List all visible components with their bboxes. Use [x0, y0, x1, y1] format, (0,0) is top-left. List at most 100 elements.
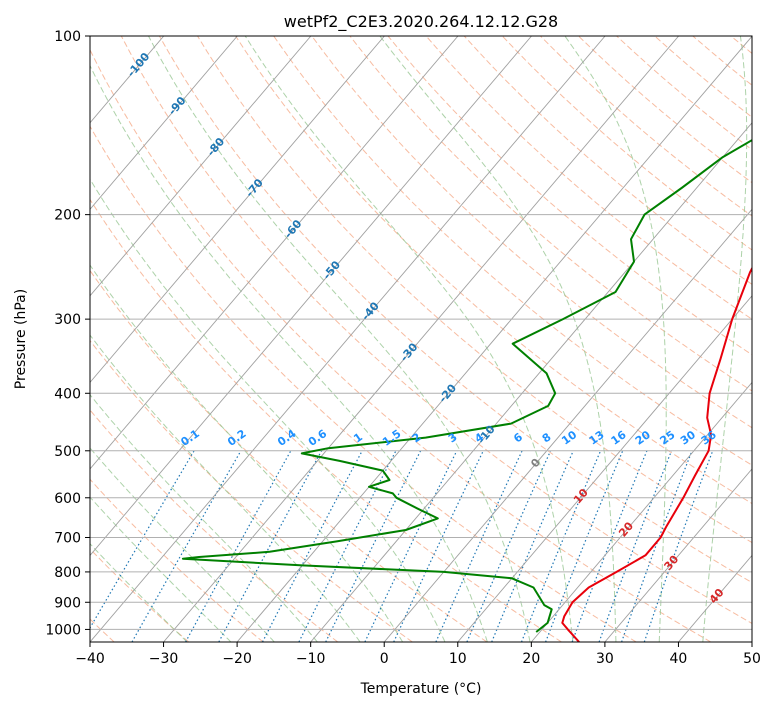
x-tick-label: −10	[296, 651, 326, 667]
mixing-ratio-label: 13	[587, 428, 607, 447]
mixing-ratio-line	[185, 450, 292, 642]
y-tick-label: 200	[54, 208, 81, 224]
isotherm-line	[90, 36, 312, 297]
dry-adiabat	[90, 409, 339, 642]
mixing-ratio-line	[520, 450, 602, 642]
isotherm-line	[383, 208, 752, 642]
mixing-ratio-line	[218, 450, 323, 642]
dry-adiabat	[349, 36, 752, 392]
dry-adiabat	[616, 36, 752, 151]
y-tick-label: 400	[54, 386, 81, 402]
mixing-ratio-label: 1	[351, 430, 365, 445]
dry-adiabat	[90, 478, 264, 642]
mixing-ratio-label: 20	[633, 428, 653, 448]
y-tick-label: 300	[54, 312, 81, 328]
profile-series	[181, 138, 752, 642]
dewpoint-line	[181, 138, 752, 633]
mixing-ratio-label: 36	[699, 428, 719, 448]
isotherm-line	[90, 36, 238, 211]
isotherm-line	[90, 36, 459, 470]
dry-adiabat	[158, 36, 752, 584]
moist-adiabat	[90, 543, 188, 642]
dry-adiabat	[730, 36, 752, 55]
moist-adiabat	[379, 36, 617, 642]
dry-adiabat	[425, 36, 752, 320]
x-tick-label: −40	[75, 651, 105, 667]
x-tick-label: 50	[743, 651, 761, 667]
dry-adiabat	[578, 36, 752, 184]
isotherm-line	[163, 36, 679, 642]
y-tick-label: 1000	[45, 622, 81, 638]
isotherm-line	[457, 295, 752, 642]
moist-adiabat	[90, 447, 275, 642]
x-tick-label: 40	[670, 651, 688, 667]
isotherm-line	[236, 36, 752, 642]
y-tick-label: 800	[54, 565, 81, 581]
mixing-ratio-label: 0.4	[275, 427, 299, 449]
dry-adiabat	[311, 36, 752, 429]
chart-title: wetPf2_C2E3.2020.264.12.12.G28	[284, 12, 558, 32]
dry-adiabat	[90, 269, 488, 642]
moist-adiabat	[90, 496, 232, 642]
y-axis-label: Pressure (hPa)	[13, 289, 29, 389]
y-axis-ticks: 1000 900 800 700 600 500 400 300 200 100	[45, 29, 90, 638]
isotherm-line	[530, 381, 752, 642]
x-tick-label: 0	[380, 651, 389, 667]
mixing-ratio-label: 25	[658, 428, 678, 447]
mixing-ratio-line	[571, 450, 648, 642]
isotherm-line	[90, 36, 532, 557]
temperature-line	[561, 266, 752, 642]
mixing-ratio-label: 0.6	[306, 427, 330, 449]
moist-adiabat	[90, 334, 361, 642]
moist-adiabat	[90, 64, 488, 642]
moist-adiabat	[564, 36, 667, 642]
mixing-ratio-label: 0.1	[178, 427, 201, 449]
mixing-ratio-line	[393, 450, 484, 642]
moist-adiabat	[148, 36, 531, 642]
dry-adiabat	[235, 36, 752, 505]
mixing-ratio-line	[298, 450, 397, 642]
y-tick-label: 100	[54, 29, 81, 45]
dry-adiabat	[120, 36, 752, 624]
moist-adiabat	[90, 178, 446, 642]
dry-adiabat	[90, 125, 637, 642]
mixing-ratio-label: 0.2	[225, 427, 248, 449]
x-tick-label: 30	[596, 651, 614, 667]
dry-adiabat	[387, 36, 752, 356]
plot-frame	[89, 35, 753, 643]
dry-adiabat	[501, 36, 752, 251]
mixing-ratio-label: 1.5	[380, 427, 403, 449]
isotherm-line	[90, 36, 385, 384]
mixing-ratio-line	[131, 450, 242, 642]
mixing-ratio-label: 30	[678, 428, 698, 448]
moist-adiabat	[244, 36, 574, 642]
y-tick-label: 900	[54, 595, 81, 611]
x-tick-label: 20	[522, 651, 540, 667]
y-tick-label: 600	[54, 491, 81, 507]
dry-adiabat	[692, 36, 752, 86]
dry-adiabat	[540, 36, 752, 217]
y-tick-label: 700	[54, 531, 81, 547]
moist-adiabat	[702, 36, 748, 642]
dry-adiabat	[769, 36, 775, 642]
moist-adiabat	[90, 393, 318, 642]
x-tick-label: −30	[149, 651, 179, 667]
x-tick-label: 10	[449, 651, 467, 667]
mixing-ratio-line	[364, 450, 458, 642]
y-tick-label: 500	[54, 444, 81, 460]
mixing-ratio-line	[466, 450, 552, 642]
mixing-ratio-line	[621, 450, 693, 642]
dry-adiabat	[463, 36, 752, 285]
x-tick-label: −20	[222, 651, 252, 667]
dry-adiabat	[90, 339, 413, 642]
isotherm-line	[604, 468, 752, 642]
mixing-ratio-label: 10	[559, 428, 579, 448]
mixing-ratio-line	[90, 450, 195, 630]
grid-lines	[90, 36, 752, 642]
isotherm-line	[310, 122, 752, 642]
isotherm-line	[90, 36, 606, 642]
mixing-ratio-line	[491, 450, 574, 642]
x-axis-label: Temperature (°C)	[360, 681, 482, 697]
moist-adiabat	[90, 264, 404, 642]
